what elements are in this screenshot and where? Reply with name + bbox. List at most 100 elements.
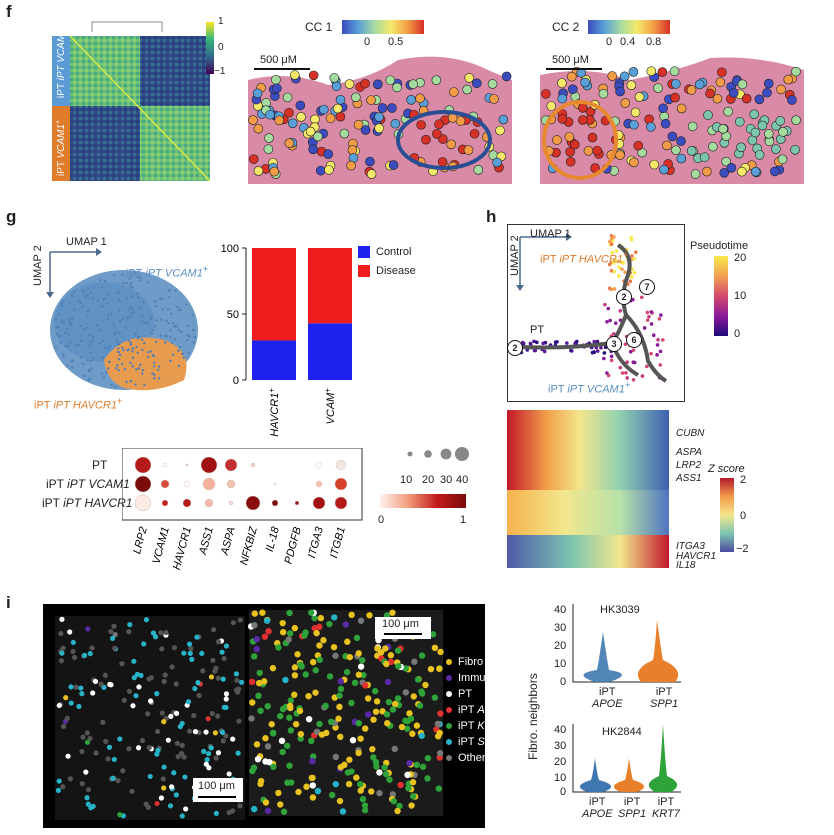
- umap-g-point: [134, 383, 137, 386]
- cc1-spot: [366, 95, 376, 105]
- umap-g-point: [117, 290, 121, 294]
- spatial-cell: [382, 770, 390, 778]
- spatial-cell: [277, 801, 284, 808]
- cc1-spot: [464, 73, 474, 83]
- zscore-title: Z score: [708, 463, 745, 475]
- dot-vcam1: [160, 479, 170, 489]
- cc2-spot: [628, 67, 639, 77]
- umap-g-point: [171, 353, 175, 356]
- cc2-spot: [757, 120, 768, 131]
- spatial-cell: [309, 794, 317, 801]
- spatial-cell: [278, 737, 286, 745]
- panel-label-g: g: [6, 207, 17, 226]
- spatial-cell: [275, 644, 282, 651]
- cc2-spot: [676, 103, 687, 114]
- spatial-cell: [263, 617, 271, 624]
- legend-item-ipt-krt7: iPT KRT7: [446, 720, 508, 736]
- cc1-spot: [263, 144, 274, 154]
- spatial-cell: [335, 715, 342, 722]
- cc1-spot: [248, 154, 259, 164]
- spatial-cell: [56, 778, 62, 784]
- spatial-cell: [262, 799, 270, 806]
- umap-g-point: [80, 339, 83, 343]
- bar-category-label: HAVCR1+: [267, 388, 281, 437]
- stacked-bar-chart: 0 50 100 HAVCR1+ VCAM+: [210, 236, 370, 456]
- umap-g-point: [79, 324, 82, 328]
- violin-top-tick-0: 0: [560, 676, 567, 688]
- heatmap-tick-minus1: −1: [214, 66, 226, 77]
- umap-g-point: [129, 315, 132, 319]
- spatial-cell: [397, 781, 404, 789]
- dot-il-18: [273, 482, 277, 486]
- cc2-spot: [634, 92, 645, 102]
- umap-g-point: [101, 339, 105, 343]
- umap-g-point: [60, 304, 63, 307]
- umap-g-point: [117, 350, 120, 354]
- cc2-spot: [626, 80, 637, 90]
- spatial-cell: [431, 644, 439, 652]
- spatial-cell: [377, 649, 385, 656]
- umap-g-point: [68, 302, 72, 305]
- spatial-cell: [171, 770, 177, 776]
- cc2-scalebar: [546, 68, 602, 70]
- spatial-cell: [339, 808, 347, 815]
- cc2-spot: [671, 145, 681, 155]
- traj-point: [606, 306, 611, 311]
- umap-g-point: [151, 372, 154, 375]
- spatial-cell: [413, 722, 421, 729]
- gene-havcr1: HAVCR1: [676, 551, 717, 562]
- cc2-spot: [699, 152, 710, 163]
- traj-point: [624, 371, 628, 375]
- cc2-spot: [620, 98, 631, 108]
- cc2-spot: [578, 115, 588, 125]
- spatial-cell: [112, 632, 118, 638]
- spatial-cell: [80, 734, 86, 740]
- umap-g-point: [91, 336, 95, 339]
- traj-point: [613, 321, 618, 325]
- violin-top-tick-40: 40: [554, 604, 567, 616]
- traj-point: [595, 349, 600, 353]
- cc1-spot: [319, 104, 329, 115]
- umap-g-point: [117, 369, 121, 372]
- umap-g-point: [78, 343, 81, 346]
- umap-g-point: [192, 341, 195, 344]
- spatial-cell: [249, 699, 256, 706]
- spatial-cell: [320, 637, 327, 644]
- traj-point: [602, 351, 607, 355]
- cc2-spot: [791, 115, 801, 125]
- spatial-cell: [177, 723, 183, 730]
- spatial-cell: [220, 738, 226, 744]
- traj-point: [620, 371, 625, 375]
- umap-g-point: [125, 282, 128, 285]
- spatial-cell: [115, 778, 121, 784]
- spatial-cell: [236, 718, 242, 724]
- cc2-tick-0: 0: [606, 36, 613, 48]
- spatial-cell: [295, 788, 302, 796]
- cc2-spot: [771, 144, 781, 154]
- cc1-spot: [351, 92, 361, 103]
- umap-g-point: [103, 279, 107, 283]
- zscore-tick-2: 2: [740, 474, 747, 486]
- cc1-spot: [360, 78, 370, 89]
- spatial-cell: [327, 718, 335, 726]
- umap-g-point: [168, 289, 171, 292]
- umap-g-point: [102, 376, 105, 379]
- umap-g-point: [88, 370, 92, 373]
- spatial-cell: [336, 703, 343, 711]
- spatial-cell: [337, 733, 344, 741]
- gene-il18: IL18: [676, 560, 696, 571]
- spatial-cell: [147, 773, 153, 780]
- spatial-cell: [355, 749, 362, 757]
- cc2-spot: [607, 71, 618, 81]
- cc1-spot: [265, 109, 275, 120]
- cc2-scalebar-label: 500 μM: [552, 54, 589, 66]
- spatial-cell: [58, 631, 64, 637]
- bar-segment-control: [252, 340, 296, 380]
- spatial-cell: [215, 713, 221, 719]
- dot-havcr1: [182, 498, 192, 508]
- spatial-cell: [253, 635, 260, 643]
- spatial-cell: [292, 720, 300, 728]
- spatial-cell: [364, 711, 372, 718]
- spatial-cell: [316, 720, 323, 728]
- cc2-spot: [580, 77, 590, 88]
